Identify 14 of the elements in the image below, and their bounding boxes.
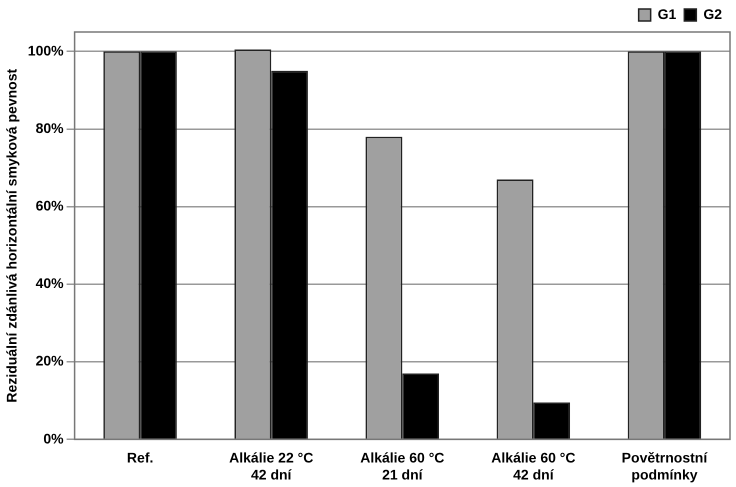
y-tick-label: 20% bbox=[36, 352, 64, 369]
x-tick-label: Alkálie 60 °C 21 dní bbox=[360, 450, 444, 482]
x-tick-label: Ref. bbox=[126, 450, 154, 466]
y-tick-label: 60% bbox=[36, 197, 64, 214]
y-tick-label: 80% bbox=[36, 120, 64, 136]
y-tick-label: 100% bbox=[28, 42, 64, 58]
legend-label: G1 bbox=[658, 6, 677, 22]
legend-label: G2 bbox=[703, 6, 722, 22]
x-tick-label: Alkálie 60 °C 42 dní bbox=[491, 450, 576, 482]
y-axis-title: Reziduální zdánlivá horizontální smyková pevnost bbox=[3, 68, 20, 403]
x-tick-label: Alkálie 22 °C 42 dní bbox=[229, 450, 314, 482]
x-tick-label: Povětrnostní podmínky bbox=[622, 450, 708, 482]
y-tick-label: 0% bbox=[43, 430, 64, 446]
y-tick-label: 40% bbox=[36, 275, 64, 292]
